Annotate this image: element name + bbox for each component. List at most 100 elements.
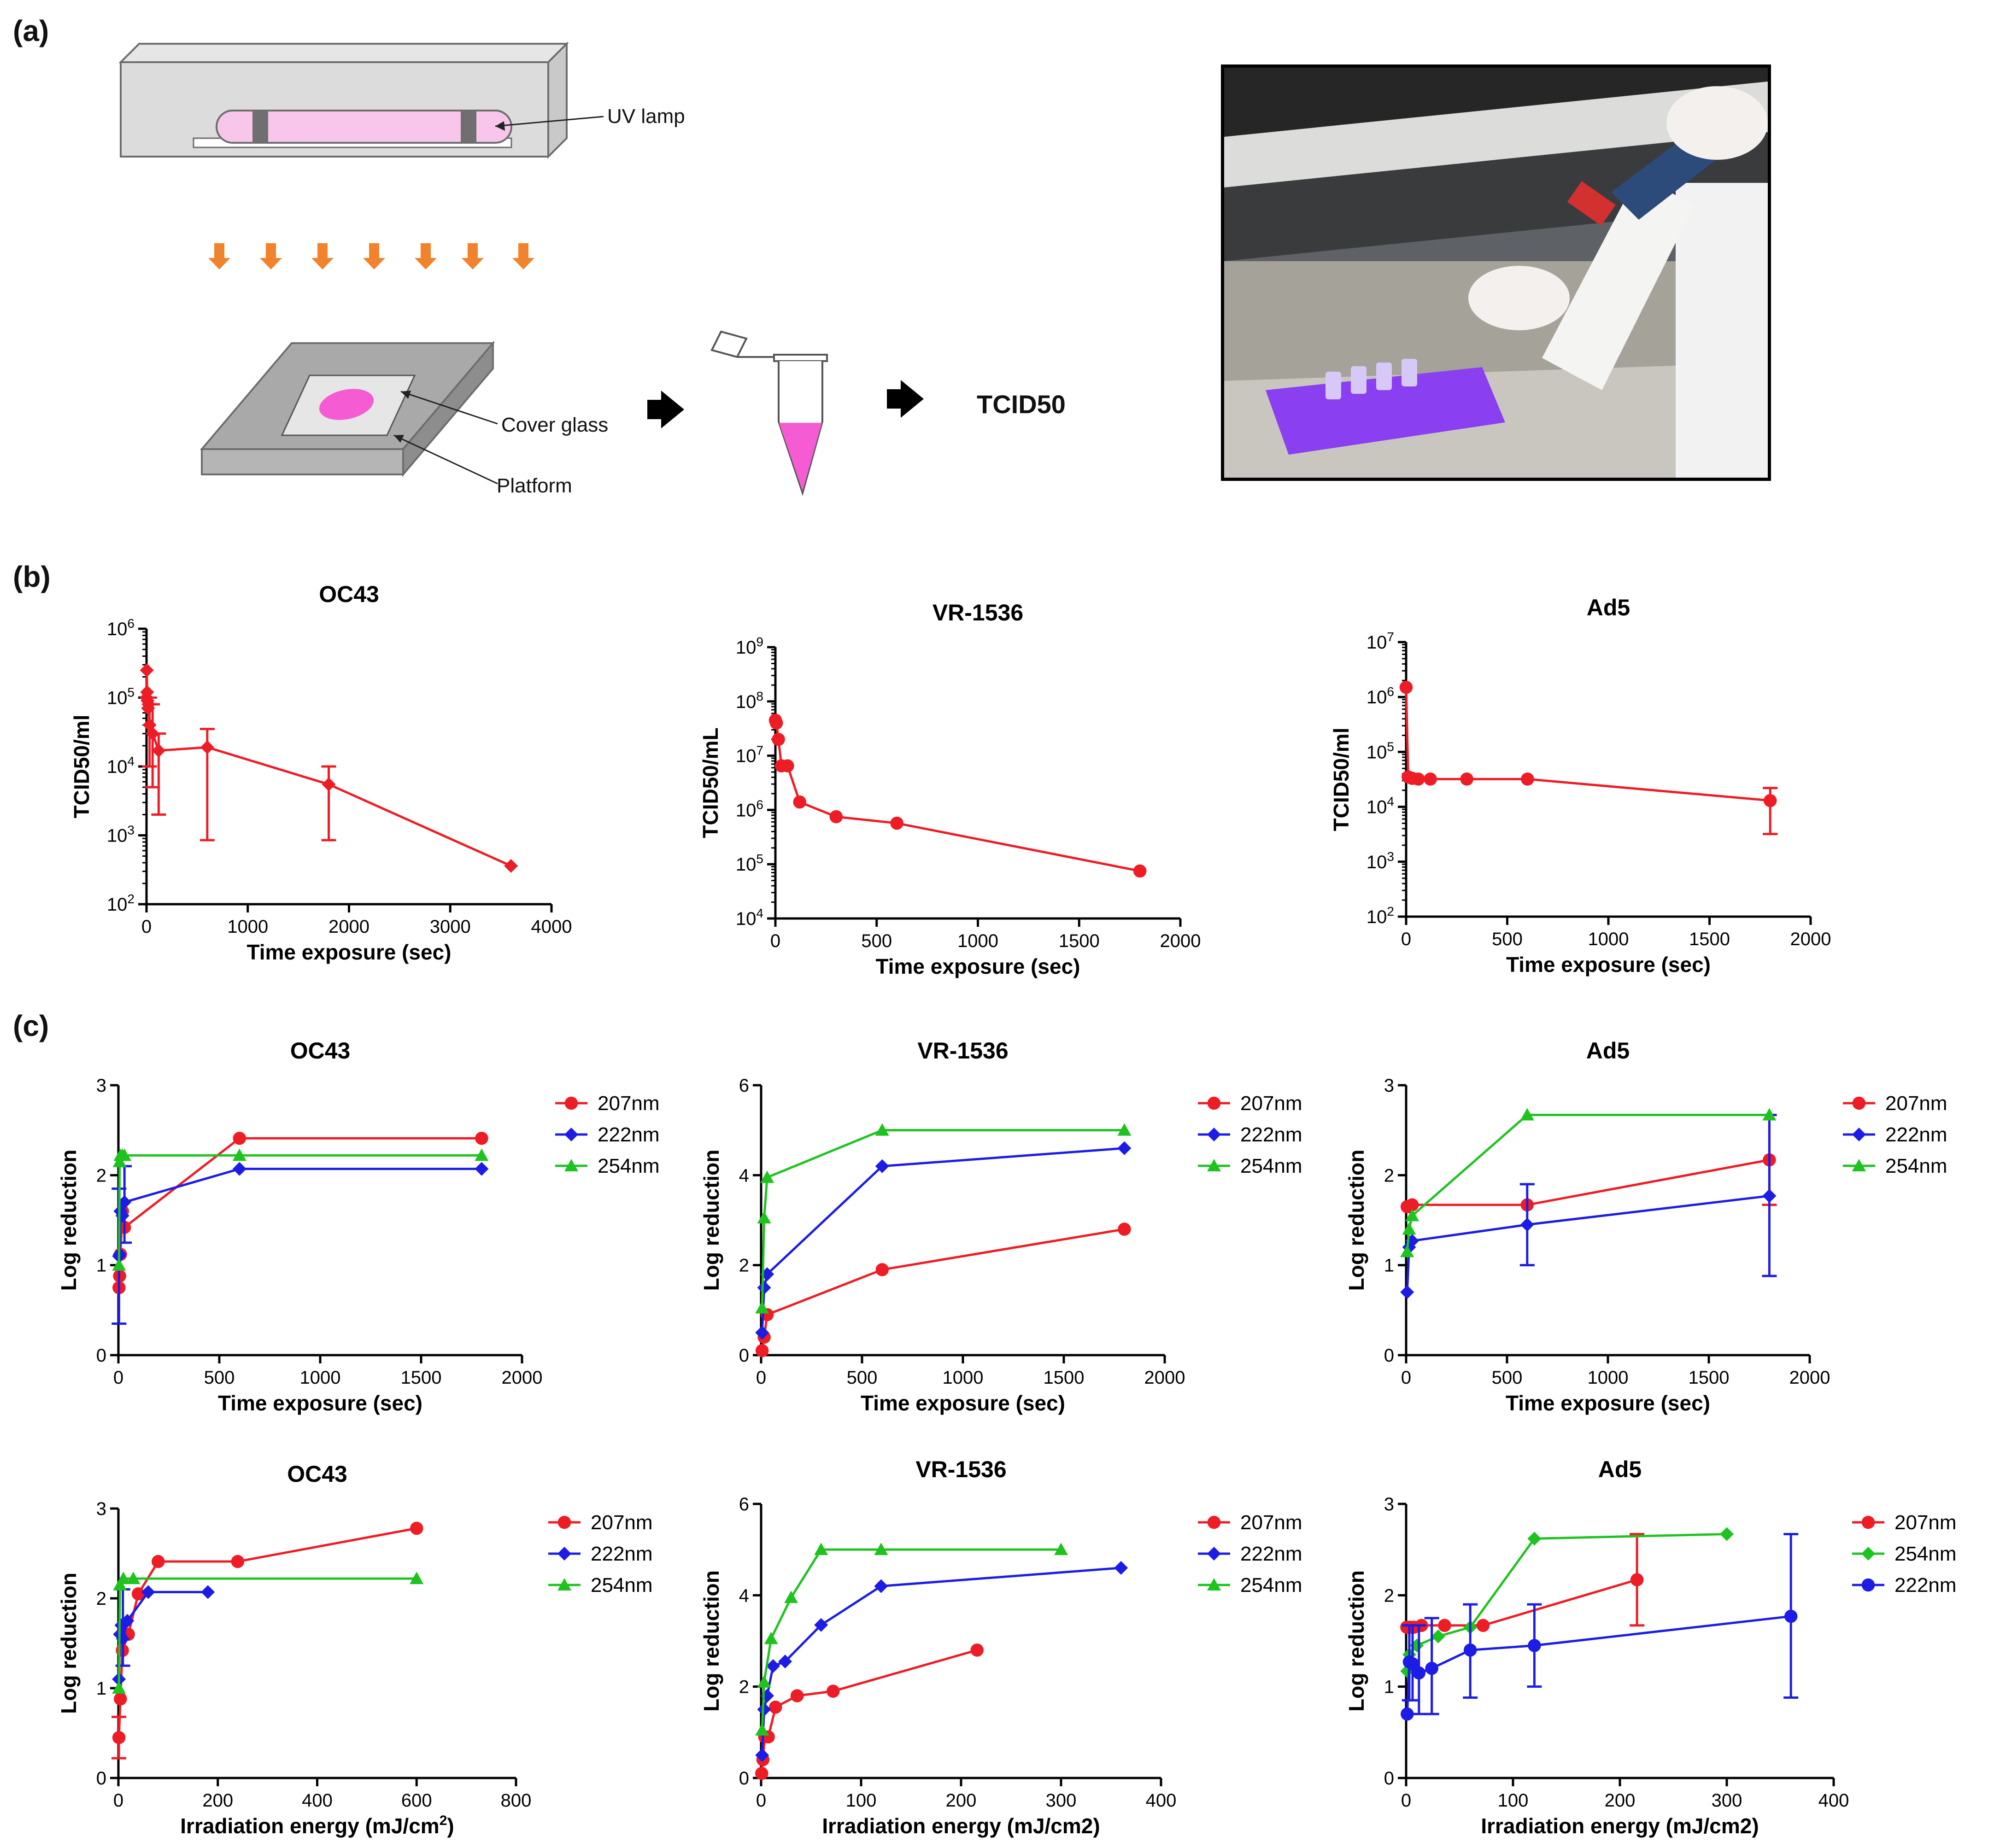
x-tick-label: 1500 [1689, 1368, 1730, 1388]
y-tick-label: 1 [96, 1256, 106, 1276]
series-254nm [1400, 1527, 1734, 1678]
data-point [1528, 1639, 1541, 1652]
x-tick-label: 0 [1401, 1368, 1411, 1388]
series-254nm [112, 1572, 424, 1694]
data-point [1630, 1573, 1644, 1586]
data-point [757, 1281, 771, 1295]
y-tick-label: 3 [96, 1499, 106, 1519]
x-tick-label: 0 [756, 1790, 766, 1811]
y-tick-label: 106 [1366, 684, 1394, 708]
data-point [131, 1587, 145, 1601]
cover-glass-pointer [400, 391, 498, 425]
legend-label: 254nm [598, 1155, 660, 1177]
data-point [766, 1659, 780, 1673]
series-line [1406, 1615, 1791, 1714]
legend-label: 254nm [591, 1574, 653, 1597]
y-tick-label: 103 [107, 823, 135, 846]
legend-label: 254nm [1240, 1155, 1302, 1177]
data-point [793, 795, 806, 809]
legend-marker [557, 1547, 571, 1561]
chart-title: Ad5 [1586, 1038, 1630, 1064]
legend-label: 207nm [1885, 1092, 1947, 1115]
data-point [814, 1618, 828, 1632]
x-axis-label: Time exposure (sec) [1506, 1391, 1710, 1415]
series-254nm [755, 1543, 1068, 1736]
y-tick-label: 1 [1384, 1677, 1394, 1697]
legend-marker [1207, 1578, 1221, 1591]
legend-marker [1852, 1128, 1866, 1141]
legend-marker [564, 1128, 578, 1141]
y-tick-label: 3 [1384, 1076, 1394, 1096]
y-tick-label: 3 [1384, 1494, 1394, 1515]
process-arrow-icon [647, 391, 684, 428]
chart-title: Ad5 [1587, 595, 1630, 620]
y-tick-label: 104 [736, 906, 763, 929]
series-207nm [755, 1222, 1131, 1357]
y-tick-label: 1 [96, 1678, 106, 1699]
x-axis-label: Irradiation energy (mJ/cm2) [822, 1814, 1100, 1838]
legend-marker [1207, 1515, 1221, 1529]
y-tick-label: 103 [1366, 849, 1394, 872]
x-axis-label: Time exposure (sec) [246, 940, 451, 964]
x-tick-label: 400 [1146, 1790, 1177, 1811]
series-line [117, 1577, 417, 1689]
x-axis-label: Irradiation energy (mJ/cm2) [1481, 1814, 1759, 1838]
chart-b1: 102 103 104 105 106 0 1000 2000 3000 4000 OC43 Time… [70, 581, 572, 964]
panel-label-c: (c) [13, 1009, 49, 1042]
legend-marker [557, 1515, 571, 1529]
data-point [1114, 1561, 1128, 1575]
uv-arrow-icon [311, 243, 334, 269]
x-axis-label: Time exposure (sec) [218, 1391, 422, 1415]
series-222nm [1400, 1113, 1777, 1299]
uv-lamp-cap-left [252, 111, 268, 143]
data-point [1784, 1609, 1798, 1623]
y-tick-label: 105 [736, 852, 763, 875]
data-point [112, 1681, 126, 1694]
legend-marker [1207, 1159, 1221, 1171]
data-point [112, 1155, 127, 1168]
chart-c2: 0 2 4 6 0 500 1000 1500 2000 VR-1536 Time exposure… [699, 1038, 1302, 1415]
y-tick-label: 0 [96, 1768, 106, 1789]
data-point [875, 1159, 889, 1173]
y-tick-label: 1 [1384, 1256, 1394, 1276]
data-point [755, 1723, 769, 1736]
x-tick-label: 1500 [1044, 1368, 1085, 1388]
data-point [1762, 1108, 1777, 1121]
series-line [761, 1228, 1125, 1351]
process-arrow-icon [887, 380, 924, 418]
uv-lamp-label: UV lamp [607, 105, 685, 128]
x-tick-label: 1500 [1059, 931, 1100, 951]
data-point [1117, 1141, 1132, 1155]
y-tick-label: 102 [107, 892, 135, 915]
legend-label: 222nm [1240, 1543, 1302, 1565]
legend-label: 207nm [1894, 1511, 1957, 1534]
chart-b3: 102 103 104 105 106 107 0 500 1000 1500 2000 Ad5 Tim… [1329, 595, 1831, 977]
data-point [1527, 1532, 1542, 1546]
y-tick-label: 4 [739, 1165, 749, 1186]
data-point [152, 743, 166, 758]
platform-front [201, 448, 404, 475]
tcid50-assay-label: TCID50 [977, 390, 1066, 419]
y-tick-label: 105 [1366, 739, 1394, 762]
legend-label: 207nm [591, 1511, 653, 1534]
data-point [764, 1632, 778, 1644]
data-point [772, 732, 785, 746]
data-point [1400, 1285, 1414, 1299]
data-point [790, 1689, 804, 1702]
x-tick-label: 1000 [1588, 929, 1629, 949]
y-axis-label: Log reduction [1344, 1150, 1368, 1291]
data-point [1054, 1543, 1068, 1556]
x-tick-label: 1000 [1588, 1368, 1629, 1388]
chart-title: VR-1536 [932, 600, 1023, 626]
data-point [112, 1258, 126, 1271]
data-point [755, 1301, 769, 1314]
data-point [755, 1326, 769, 1340]
chart-d3: 0 1 2 3 0 100 200 300 400 Ad5 Irradiation energy (… [1344, 1456, 1957, 1838]
chart-title: Ad5 [1598, 1456, 1642, 1482]
series-line [1406, 1532, 1727, 1672]
x-tick-label: 100 [846, 1790, 877, 1811]
x-tick-label: 1000 [300, 1368, 341, 1388]
x-tick-label: 1000 [227, 917, 268, 937]
legend-marker [1207, 1547, 1221, 1561]
